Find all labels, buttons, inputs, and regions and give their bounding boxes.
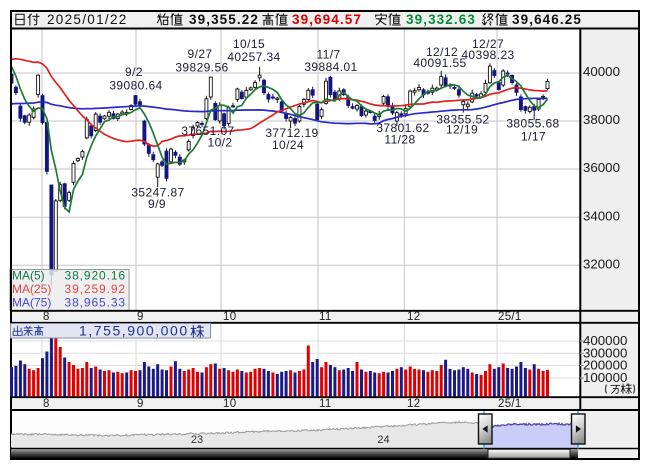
svg-text:MA(75): MA(75) <box>12 295 51 309</box>
svg-text:39,332.63: 39,332.63 <box>406 12 476 27</box>
svg-text:37801.62: 37801.62 <box>376 121 429 135</box>
svg-text:11/28: 11/28 <box>384 133 415 147</box>
svg-text:40091.55: 40091.55 <box>413 56 466 70</box>
svg-text:MA(5): MA(5) <box>12 269 45 283</box>
svg-text:39,355.22: 39,355.22 <box>189 12 259 27</box>
svg-text:9: 9 <box>137 398 144 410</box>
svg-text:8: 8 <box>43 398 50 410</box>
svg-text:39,694.57: 39,694.57 <box>292 12 362 27</box>
svg-text:38000: 38000 <box>583 112 620 127</box>
svg-text:9/27: 9/27 <box>188 47 213 61</box>
svg-text:36000: 36000 <box>583 160 620 175</box>
svg-text:9/9: 9/9 <box>148 197 166 211</box>
svg-text:40257.34: 40257.34 <box>227 50 280 64</box>
svg-text:38,920.16: 38,920.16 <box>65 269 127 283</box>
svg-text:10/24: 10/24 <box>272 138 304 152</box>
svg-text:40398.23: 40398.23 <box>461 48 514 62</box>
svg-text:24: 24 <box>377 434 389 446</box>
svg-text:2025/01/22: 2025/01/22 <box>47 12 128 27</box>
svg-text:38355.52: 38355.52 <box>436 113 489 127</box>
svg-text:300000: 300000 <box>583 345 627 360</box>
svg-text:10: 10 <box>223 311 236 323</box>
svg-text:100000: 100000 <box>583 370 627 385</box>
svg-text:38,965.33: 38,965.33 <box>65 295 127 309</box>
svg-text:12: 12 <box>407 311 420 323</box>
svg-text:12/12: 12/12 <box>426 45 458 59</box>
svg-text:8: 8 <box>43 311 50 323</box>
svg-text:39,646.25: 39,646.25 <box>512 12 582 27</box>
svg-text:37651.07: 37651.07 <box>181 124 234 138</box>
svg-text:40000: 40000 <box>583 64 620 79</box>
svg-text:11/7: 11/7 <box>316 48 340 62</box>
svg-text:1,755,900,000: 1,755,900,000 <box>79 323 189 339</box>
svg-text:23: 23 <box>191 434 203 446</box>
svg-text:10/2: 10/2 <box>208 136 233 150</box>
svg-text:12/27: 12/27 <box>472 37 504 51</box>
svg-text:400000: 400000 <box>583 333 627 348</box>
svg-text:39,259.92: 39,259.92 <box>65 282 127 296</box>
svg-text:38055.68: 38055.68 <box>506 117 559 131</box>
svg-text:35247.87: 35247.87 <box>131 186 184 200</box>
svg-text:39884.01: 39884.01 <box>304 60 357 74</box>
svg-text:12: 12 <box>407 398 420 410</box>
svg-text:MA(25): MA(25) <box>12 282 51 296</box>
svg-text:9: 9 <box>137 311 144 323</box>
svg-text:34000: 34000 <box>583 208 620 223</box>
svg-text:25/1: 25/1 <box>498 398 522 410</box>
svg-text:12/19: 12/19 <box>446 123 478 137</box>
svg-text:9/2: 9/2 <box>125 65 143 79</box>
svg-text:10/15: 10/15 <box>233 37 265 51</box>
svg-text:39080.64: 39080.64 <box>109 79 162 93</box>
svg-text:39829.56: 39829.56 <box>175 61 228 75</box>
svg-text:11: 11 <box>319 311 332 323</box>
svg-text:37712.19: 37712.19 <box>265 126 318 140</box>
svg-text:32000: 32000 <box>583 256 620 271</box>
svg-text:1/17: 1/17 <box>521 130 546 144</box>
svg-text:10: 10 <box>223 398 236 410</box>
svg-text:11: 11 <box>319 398 332 410</box>
svg-text:200000: 200000 <box>583 358 627 373</box>
svg-text:25/1: 25/1 <box>498 311 522 323</box>
